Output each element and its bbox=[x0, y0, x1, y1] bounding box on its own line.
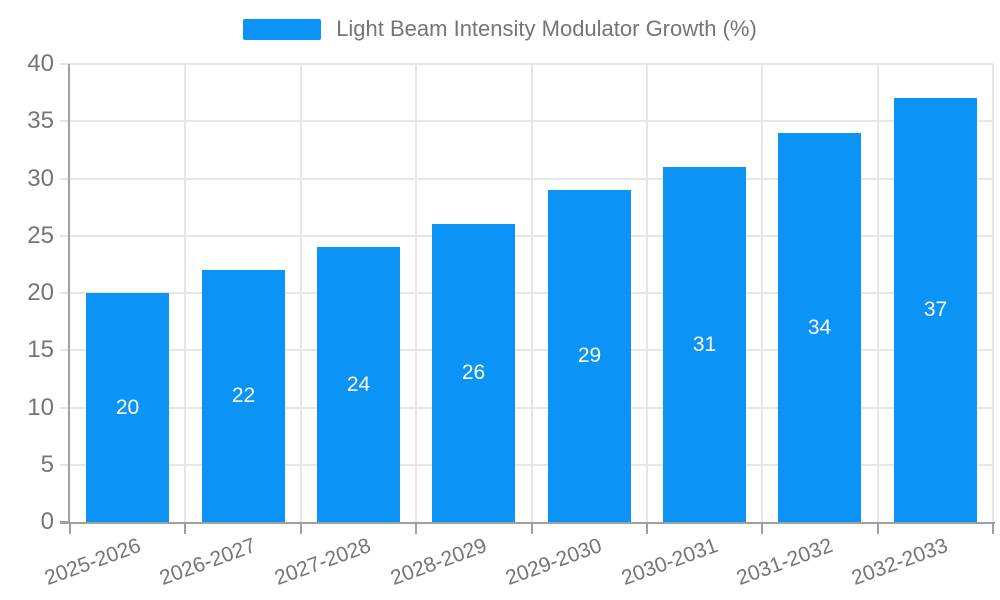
x-axis-tick bbox=[184, 524, 187, 534]
y-axis-label: 40 bbox=[27, 50, 54, 77]
bar-value-label: 29 bbox=[577, 344, 602, 367]
x-axis-tick bbox=[299, 524, 302, 534]
y-axis-label: 35 bbox=[27, 107, 54, 135]
bar[interactable]: 20 bbox=[86, 293, 169, 522]
bar[interactable]: 26 bbox=[432, 224, 515, 522]
y-axis-tick bbox=[60, 63, 70, 65]
plot-area: 0 5 10 15 20 25 30 35 40 20 22 24 26 29 31 34 37 2025-202… bbox=[27, 50, 995, 590]
y-axis-tick bbox=[60, 463, 70, 466]
gridline-vertical bbox=[761, 64, 764, 522]
y-axis-tick bbox=[60, 349, 70, 352]
y-axis-label: 10 bbox=[27, 393, 54, 421]
bar[interactable]: 31 bbox=[663, 167, 746, 522]
x-axis-tick bbox=[415, 524, 418, 534]
y-axis-tick bbox=[60, 120, 70, 123]
gridline-vertical bbox=[992, 64, 994, 522]
gridline-vertical bbox=[876, 64, 879, 522]
bar[interactable]: 37 bbox=[894, 98, 977, 522]
y-axis-tick bbox=[60, 177, 70, 180]
y-axis-tick bbox=[60, 406, 70, 409]
bar-value-label: 34 bbox=[807, 315, 832, 339]
y-axis-tick bbox=[60, 234, 70, 237]
x-axis-line bbox=[60, 522, 995, 524]
legend-swatch[interactable] bbox=[243, 18, 322, 40]
bar-value-label: 24 bbox=[346, 372, 371, 396]
bar[interactable]: 34 bbox=[778, 133, 861, 522]
bar[interactable]: 24 bbox=[317, 247, 400, 522]
gridline-vertical bbox=[645, 64, 648, 522]
x-axis-tick bbox=[876, 524, 879, 534]
x-axis-tick bbox=[530, 524, 533, 534]
y-axis-label: 30 bbox=[27, 164, 54, 192]
bar[interactable]: 29 bbox=[548, 190, 631, 522]
gridline-vertical bbox=[184, 64, 187, 522]
bar-value-label: 20 bbox=[115, 395, 140, 419]
legend-label[interactable]: Light Beam Intensity Modulator Growth (%… bbox=[336, 16, 757, 41]
gridline-vertical bbox=[530, 64, 533, 522]
bar-value-label: 31 bbox=[692, 332, 717, 356]
legend[interactable]: Light Beam Intensity Modulator Growth (%… bbox=[0, 16, 1000, 42]
bar-value-label: 37 bbox=[923, 298, 948, 321]
x-axis-tick bbox=[645, 524, 648, 534]
y-axis-label: 15 bbox=[27, 336, 54, 364]
y-axis-tick bbox=[60, 292, 70, 294]
y-axis-label: 5 bbox=[40, 450, 54, 478]
x-axis-tick bbox=[992, 524, 994, 534]
bar-value-label: 26 bbox=[461, 361, 486, 384]
bar[interactable]: 22 bbox=[202, 270, 285, 522]
x-axis-tick bbox=[761, 524, 764, 534]
gridline-vertical bbox=[299, 64, 302, 522]
y-axis-label: 0 bbox=[40, 508, 54, 535]
y-axis-label: 20 bbox=[27, 279, 54, 306]
gridline-vertical bbox=[415, 64, 418, 522]
x-axis-tick bbox=[69, 524, 71, 534]
bar-value-label: 22 bbox=[231, 384, 256, 407]
y-axis-label: 25 bbox=[27, 221, 54, 249]
y-axis-line bbox=[68, 64, 70, 522]
